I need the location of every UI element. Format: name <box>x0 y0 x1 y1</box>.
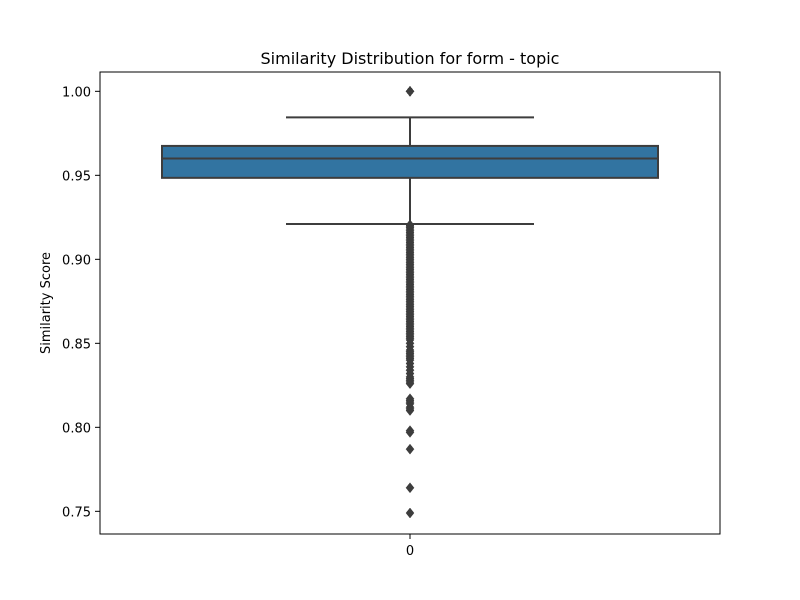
outlier-point <box>405 507 415 519</box>
y-tick-label: 0.95 <box>62 169 91 184</box>
plot-area <box>161 85 659 519</box>
outlier-point <box>405 426 415 438</box>
y-tick-label: 1.00 <box>62 85 91 100</box>
x-tick-label: 0 <box>406 544 414 559</box>
interquartile-box <box>161 144 659 179</box>
y-tick-label: 0.90 <box>62 253 91 268</box>
outlier-point <box>405 378 415 390</box>
outlier-point <box>405 85 415 97</box>
y-tick-label: 0.85 <box>62 337 91 352</box>
y-tick-label: 0.75 <box>62 505 91 520</box>
outlier-point <box>405 482 415 494</box>
outlier-point <box>405 443 415 455</box>
chart-title: Similarity Distribution for form - topic <box>261 49 560 68</box>
axes: 0.75 0.80 0.85 0.90 0.95 1.00 0 <box>62 85 414 559</box>
y-tick-label: 0.80 <box>62 421 91 436</box>
outlier-point <box>405 405 415 416</box>
y-axis-label: Similarity Score <box>39 252 54 354</box>
